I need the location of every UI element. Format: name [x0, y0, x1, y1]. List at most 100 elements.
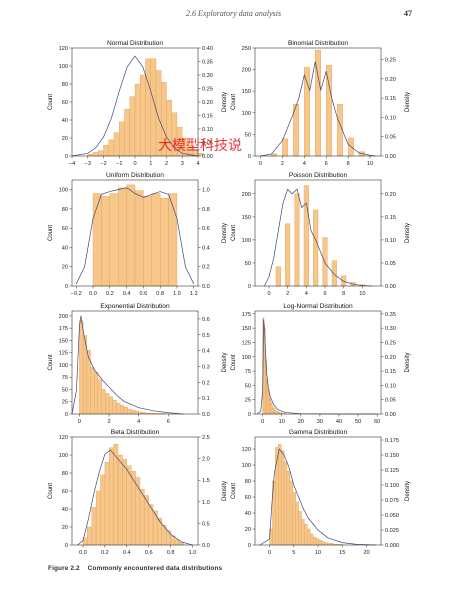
y-axis-label: Count	[231, 94, 237, 110]
y2-tick-label: 0.35	[202, 60, 213, 66]
histogram-bar	[104, 462, 110, 546]
histogram-bar	[119, 404, 125, 415]
histogram-bar	[275, 266, 281, 287]
x-tick-label: −0.2	[71, 291, 82, 297]
histogram-bar	[97, 379, 102, 415]
y2-tick-label: 0.40	[202, 46, 213, 52]
histogram-bar	[304, 67, 310, 157]
histogram-bar	[113, 132, 120, 157]
histogram-bar	[174, 539, 180, 546]
histogram-bar	[103, 144, 109, 157]
x-tick-label: 0	[78, 419, 81, 425]
chart-title: Uniform Distribution	[106, 172, 164, 179]
histogram-bar	[126, 465, 132, 546]
x-tick-label: 2	[165, 161, 168, 167]
histogram-bar	[116, 403, 121, 415]
chart-title: Poisson Distribution	[289, 172, 348, 179]
y2-tick-label: 0.00	[385, 412, 396, 418]
y-tick-label: 80	[62, 207, 68, 213]
y2-tick-label: 0.15	[385, 215, 396, 221]
y2-tick-label: 0.1	[202, 396, 210, 402]
histogram-bar	[139, 489, 145, 546]
y-tick-label: 40	[62, 507, 68, 513]
histogram-bar	[124, 108, 130, 157]
histogram-bar	[282, 138, 289, 157]
y-tick-label: 125	[59, 351, 68, 357]
x-tick-label: 0.4	[123, 550, 131, 556]
chart-title: Binomial Distribution	[288, 40, 348, 47]
y-axis-label: Count	[231, 354, 237, 370]
x-tick-label: 0.0	[79, 550, 87, 556]
histogram-bar	[157, 517, 163, 546]
y-tick-label: 200	[242, 68, 251, 74]
histogram-bar	[134, 83, 141, 157]
y2-tick-label: 0.20	[385, 192, 396, 198]
chart-panel-6: 0 10 20 30 40 50 60 0 25 50 75 100 125 150 175 0.00 0.05…	[231, 303, 411, 425]
y2-tick-label: 2.0	[202, 457, 210, 463]
density-curve	[75, 187, 195, 285]
plot-frame	[71, 179, 199, 287]
y2-tick-label: 0.00	[385, 284, 396, 290]
y2-tick-label: 0.15	[385, 96, 396, 102]
x-tick-label: 0.0	[89, 291, 97, 297]
y-tick-label: 100	[59, 188, 68, 194]
histogram-bar	[324, 542, 328, 546]
histogram-bar	[285, 223, 291, 287]
y-tick-label: 0	[248, 154, 251, 160]
chart-panel-4: 0 2 4 6 8 100501001502000.000.050.100.150.20P…	[231, 172, 411, 297]
y-axis-label: Count	[231, 483, 237, 499]
y-tick-label: 120	[59, 46, 68, 52]
x-tick-label: 0.6	[145, 550, 153, 556]
y-tick-label: 75	[245, 369, 251, 375]
y-tick-label: 20	[62, 265, 68, 271]
y2-tick-label: 0.0	[202, 284, 210, 290]
y2-tick-label: 0.000	[385, 543, 399, 549]
y2-tick-label: 0.10	[385, 238, 396, 244]
y2-axis-label: Density	[405, 352, 411, 372]
chart-panel-2: 0 2 4 6 8 100501001502002500.000.050.100.150.…	[231, 40, 411, 167]
x-tick-label: 6	[325, 161, 328, 167]
y-tick-label: 0	[248, 412, 251, 418]
y-tick-label: 50	[245, 383, 251, 389]
x-tick-label: 1.0	[189, 550, 197, 556]
x-tick-label: 10	[367, 161, 373, 167]
chart-panel-8: 0 5 10 15 20 0 20 40 60 80 100 120 0.000 0.025 0.050 0.…	[231, 429, 411, 556]
y-tick-label: 40	[62, 118, 68, 124]
y-axis-label: Count	[231, 225, 237, 241]
y-tick-label: 50	[245, 132, 251, 138]
x-tick-label: −1	[116, 161, 122, 167]
x-tick-label: 4	[305, 291, 308, 297]
x-tick-label: 30	[317, 419, 323, 425]
x-tick-label: 6	[323, 291, 326, 297]
histogram-bar	[166, 530, 171, 546]
y-tick-label: 200	[59, 314, 68, 320]
histogram-bar	[298, 511, 302, 546]
histogram-bar	[113, 444, 119, 546]
histogram-bar	[122, 459, 127, 546]
y-tick-label: 25	[245, 398, 251, 404]
figure-caption: Figure 2.2 Commonly encountered data dis…	[48, 565, 222, 572]
x-tick-label: −2	[100, 161, 106, 167]
histogram-bar	[92, 152, 99, 157]
y2-tick-label: 0.175	[385, 438, 399, 444]
y-tick-label: 80	[245, 479, 251, 485]
y-tick-label: 75	[62, 375, 68, 381]
y-tick-label: 100	[242, 355, 251, 361]
y-tick-label: 0	[248, 284, 251, 290]
histogram-bar	[321, 541, 325, 546]
density-curve	[259, 448, 377, 546]
histogram-bar	[326, 65, 332, 157]
x-tick-label: 20	[298, 419, 304, 425]
histogram-bar	[98, 150, 104, 157]
y2-axis-label: Density	[222, 481, 228, 501]
histogram-bar	[119, 121, 125, 157]
plot-frame	[254, 47, 382, 157]
chart-title: Exponential Distribution	[100, 303, 170, 310]
histogram-bar	[271, 153, 278, 157]
y-tick-label: 200	[242, 192, 251, 198]
histogram-bar	[303, 185, 309, 287]
histogram-bar	[307, 528, 311, 546]
y2-tick-label: 0.4	[202, 245, 210, 251]
y-tick-label: 50	[62, 387, 68, 393]
